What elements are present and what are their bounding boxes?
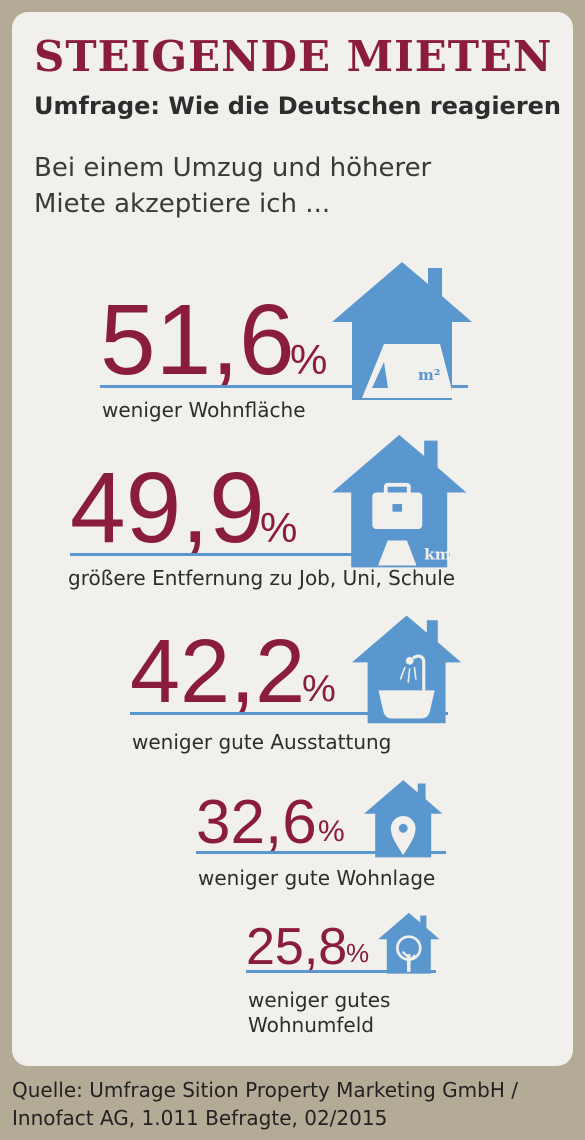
percent-sign: % [318,815,345,848]
house-icon: km [332,434,467,568]
value-underline [130,712,448,715]
value-label: 51,6 [100,284,295,396]
value-label: 49,9 [70,452,265,564]
value-underline [196,851,446,854]
headline: STEIGENDE MIETEN [34,32,553,81]
value-label: 25,8 [246,918,348,976]
value-underline [70,553,450,556]
value-underline [246,970,436,973]
bathtub-icon [378,654,435,719]
percent-sign: % [346,938,370,968]
infographic-card [12,12,573,1066]
percent-sign: % [302,668,336,710]
subheadline: Umfrage: Wie die Deutschen reagieren [34,92,562,120]
tree-icon [396,935,422,972]
icon-label-m2: m² [418,366,440,384]
source-note: Quelle: Umfrage Sition Property Marketin… [12,1078,518,1130]
category-label: weniger gute Wohnlage [198,866,436,890]
floor-plan-icon: m² [362,344,454,398]
value-label: 42,2 [130,622,306,722]
briefcase-icon: km [372,482,451,566]
category-label: weniger gute Ausstattung [132,730,392,754]
location-pin-icon [390,815,416,856]
value-label: 32,6 [196,788,317,857]
intro-text: Bei einem Umzug und höherer Miete akzept… [34,153,432,219]
percent-sign: % [260,504,298,551]
percent-sign: % [290,336,328,383]
house-icon: m² [332,262,472,400]
category-label: weniger Wohnfläche [102,398,306,422]
house-icon [352,615,462,724]
category-label: weniger gutes Wohnumfeld [248,988,391,1037]
icon-label-km: km [424,546,451,564]
value-underline [100,385,468,388]
house-icon [364,780,443,858]
category-label: größere Entfernung zu Job, Uni, Schule [68,566,456,590]
house-icon [378,912,440,974]
